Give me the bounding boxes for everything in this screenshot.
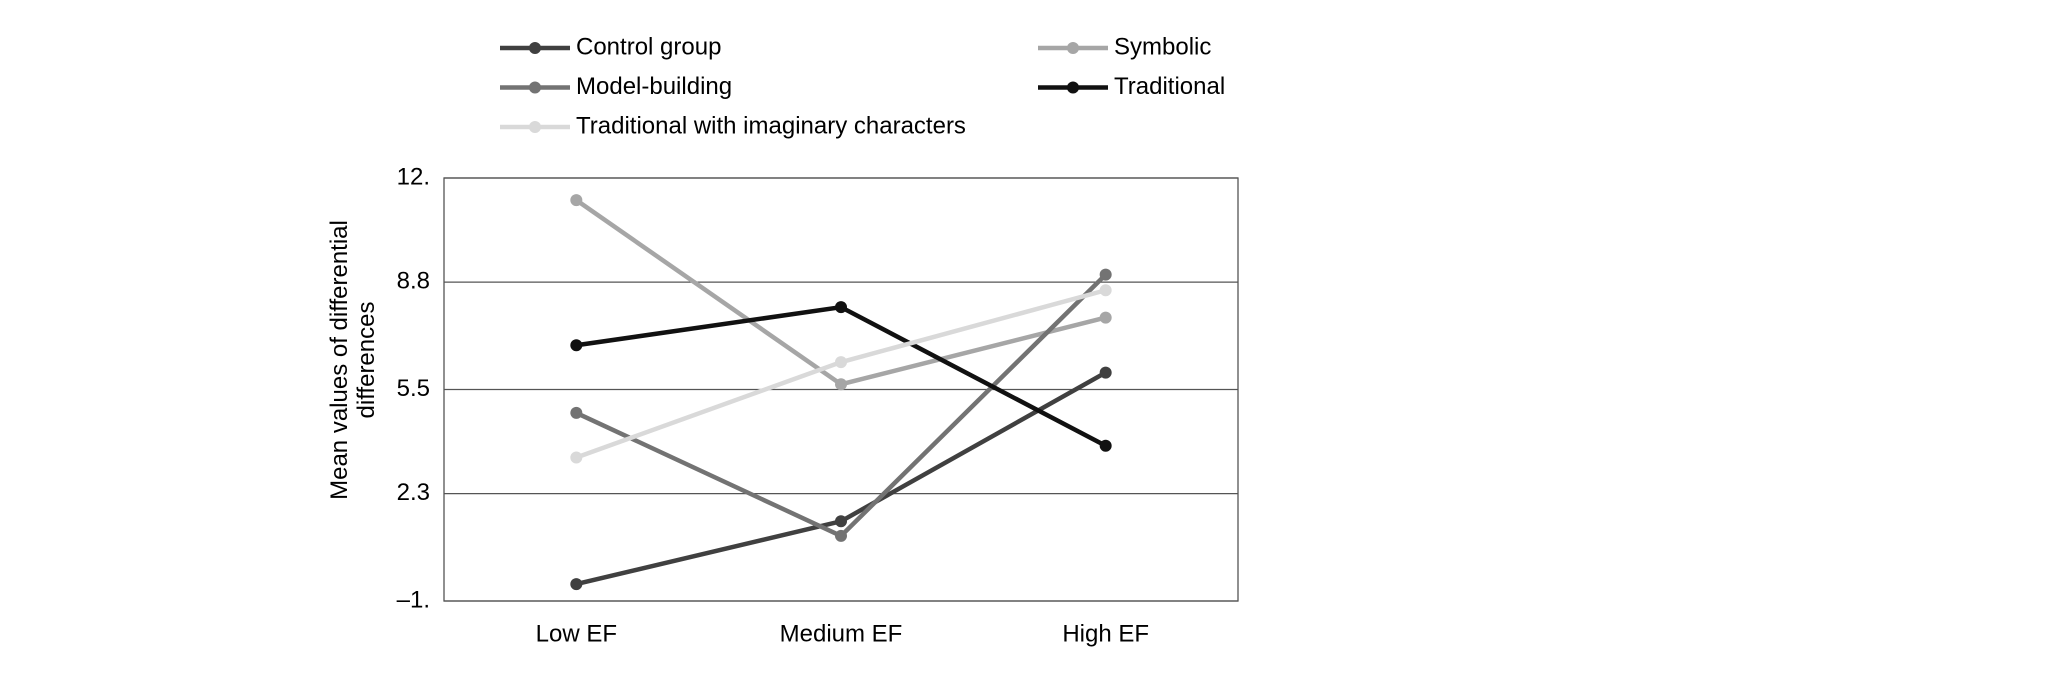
legend-label: Traditional with imaginary characters [576, 112, 966, 139]
point [835, 356, 847, 369]
y-tick-label: –1. [397, 586, 430, 613]
x-tick-label: Low EF [536, 620, 617, 647]
legend-marker [1067, 81, 1079, 94]
point [1099, 366, 1112, 379]
legend-label: Control group [576, 33, 721, 60]
y-tick-label: 12. [397, 163, 430, 190]
point [835, 301, 847, 314]
point [570, 578, 583, 591]
x-tick-label: Medium EF [780, 620, 903, 647]
y-tick-label: 2.3 [397, 479, 430, 506]
point [835, 515, 847, 528]
legend-marker [1067, 42, 1079, 54]
legend-label: Model-building [576, 73, 732, 100]
legend-label: Traditional [1114, 73, 1225, 100]
point [1099, 268, 1112, 281]
point [570, 339, 583, 352]
legend-marker [529, 121, 541, 133]
point [835, 378, 847, 391]
y-tick-label: 5.5 [397, 375, 430, 402]
x-tick-label: High EF [1062, 620, 1149, 647]
point [570, 406, 583, 419]
point [1099, 311, 1112, 324]
point [835, 529, 847, 542]
legend-marker [529, 42, 541, 54]
plot-frame [443, 177, 1239, 602]
y-tick-label: 8.8 [397, 267, 430, 294]
series-line [575, 288, 1107, 460]
point [570, 194, 583, 207]
point [570, 451, 583, 464]
y-axis-label: Mean values of differential differences [326, 220, 380, 500]
legend-marker [529, 81, 541, 94]
legend-label: Symbolic [1114, 33, 1211, 60]
point [1099, 439, 1112, 452]
point [1099, 284, 1112, 297]
series-line [576, 304, 1107, 448]
